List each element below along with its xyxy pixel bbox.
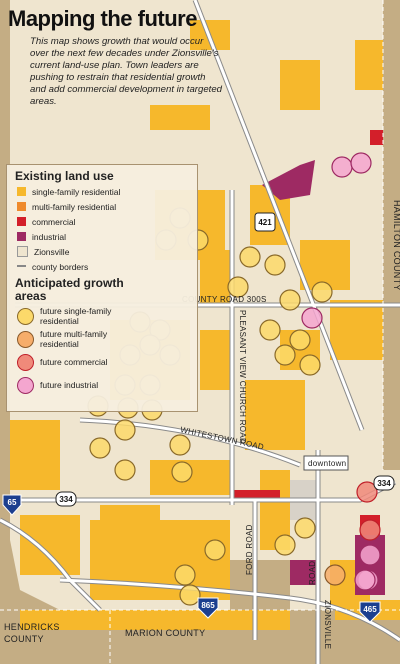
place-label: downtown bbox=[308, 459, 346, 468]
road-label: PLEASANT VIEW CHURCH ROAD bbox=[238, 310, 247, 444]
legend-item: commercial bbox=[17, 216, 197, 227]
legend-label: future multi-family residential bbox=[40, 329, 108, 349]
legend-label: single-family residential bbox=[32, 186, 121, 197]
growth-circle bbox=[331, 156, 353, 178]
growth-circle bbox=[289, 329, 311, 351]
legend-item: future commercial bbox=[17, 352, 197, 372]
title-box: Mapping the future This map shows growth… bbox=[8, 6, 223, 108]
growth-circle bbox=[204, 539, 226, 561]
legend-swatch bbox=[17, 264, 26, 269]
legend-swatch bbox=[17, 217, 26, 226]
growth-circle bbox=[89, 437, 111, 459]
growth-circle bbox=[174, 564, 196, 586]
legend-item: single-family residential bbox=[17, 186, 197, 197]
legend: Existing land use single-family resident… bbox=[6, 164, 198, 412]
legend-circle bbox=[17, 353, 34, 371]
svg-text:865: 865 bbox=[201, 601, 215, 610]
legend-swatch bbox=[17, 232, 26, 241]
legend-circle bbox=[17, 376, 34, 394]
growth-circle bbox=[301, 307, 323, 329]
growth-circle bbox=[179, 584, 201, 606]
legend-list: single-family residential multi-family re… bbox=[7, 186, 197, 272]
svg-text:334: 334 bbox=[377, 479, 391, 488]
legend-heading: Existing land use bbox=[15, 169, 114, 183]
growth-circle bbox=[359, 544, 381, 566]
svg-text:465: 465 bbox=[363, 605, 377, 614]
legend-label: industrial bbox=[32, 231, 67, 242]
growth-circle bbox=[239, 246, 261, 268]
growth-circle bbox=[169, 434, 191, 456]
legend-swatch bbox=[17, 187, 26, 196]
growth-circle bbox=[114, 459, 136, 481]
interstate-shield: 865 bbox=[197, 597, 219, 619]
legend-circle bbox=[17, 330, 34, 348]
industrial bbox=[262, 160, 315, 200]
legend-label: multi-family residential bbox=[32, 201, 117, 212]
state-shield: 334 bbox=[55, 491, 77, 507]
growth-circle bbox=[274, 344, 296, 366]
county-label: HAMILTON COUNTY bbox=[392, 200, 400, 291]
legend-label: county borders bbox=[32, 261, 89, 272]
interstate-shield: 465 bbox=[359, 601, 381, 623]
growth-circle bbox=[359, 519, 381, 541]
legend-item: future single-family residential bbox=[17, 306, 197, 326]
legend-swatch bbox=[17, 202, 26, 211]
growth-circle bbox=[114, 419, 136, 441]
growth-circle bbox=[264, 254, 286, 276]
road-label: COUNTY ROAD 300S bbox=[182, 295, 267, 304]
downtown-box bbox=[303, 455, 349, 471]
state-shield: 334 bbox=[373, 475, 395, 491]
growth-circle bbox=[299, 354, 321, 376]
legend-item: future industrial bbox=[17, 375, 197, 395]
legend-label: future single-family residential bbox=[40, 306, 112, 326]
legend-item: county borders bbox=[17, 261, 197, 272]
legend-item: multi-family residential bbox=[17, 201, 197, 212]
growth-circle bbox=[259, 319, 281, 341]
growth-circle bbox=[350, 152, 372, 174]
legend-label: Zionsville bbox=[34, 246, 70, 257]
legend-swatch bbox=[17, 246, 28, 257]
svg-text:334: 334 bbox=[59, 495, 73, 504]
growth-circle bbox=[294, 517, 316, 539]
interstate-shield: 65 bbox=[2, 494, 22, 516]
description: This map shows growth that would occur o… bbox=[30, 36, 222, 107]
growth-circle bbox=[356, 481, 378, 503]
us-shield: 421 bbox=[254, 212, 276, 232]
commercial bbox=[370, 130, 383, 145]
county-label: MARION COUNTY bbox=[125, 628, 205, 638]
county-label: HENDRICKS bbox=[4, 622, 60, 632]
growth-circle bbox=[171, 461, 193, 483]
growth-circle bbox=[324, 564, 346, 586]
industrial bbox=[290, 560, 320, 585]
svg-text:65: 65 bbox=[8, 498, 17, 507]
growth-circle bbox=[354, 569, 376, 591]
growth-circle bbox=[274, 534, 296, 556]
legend-label: future commercial bbox=[40, 357, 108, 367]
legend-label: commercial bbox=[32, 216, 76, 227]
growth-circle bbox=[227, 276, 249, 298]
legend-circle bbox=[17, 307, 34, 325]
growth-circle bbox=[279, 289, 301, 311]
legend-item: Zionsville bbox=[17, 246, 197, 257]
legend-item: industrial bbox=[17, 231, 197, 242]
growth-circle bbox=[311, 281, 333, 303]
legend-heading: Anticipated growth areas bbox=[15, 276, 124, 303]
county-label: COUNTY bbox=[4, 634, 44, 644]
road-label: ROAD bbox=[308, 561, 317, 585]
road-label: FORD ROAD bbox=[245, 524, 254, 575]
road-label: ZIONSVILLE bbox=[323, 600, 332, 649]
legend-item: future multi-family residential bbox=[17, 329, 197, 349]
title: Mapping the future bbox=[8, 6, 197, 31]
svg-text:421: 421 bbox=[258, 218, 272, 227]
legend-label: future industrial bbox=[40, 380, 99, 390]
legend-list: future single-family residential future m… bbox=[7, 306, 197, 395]
